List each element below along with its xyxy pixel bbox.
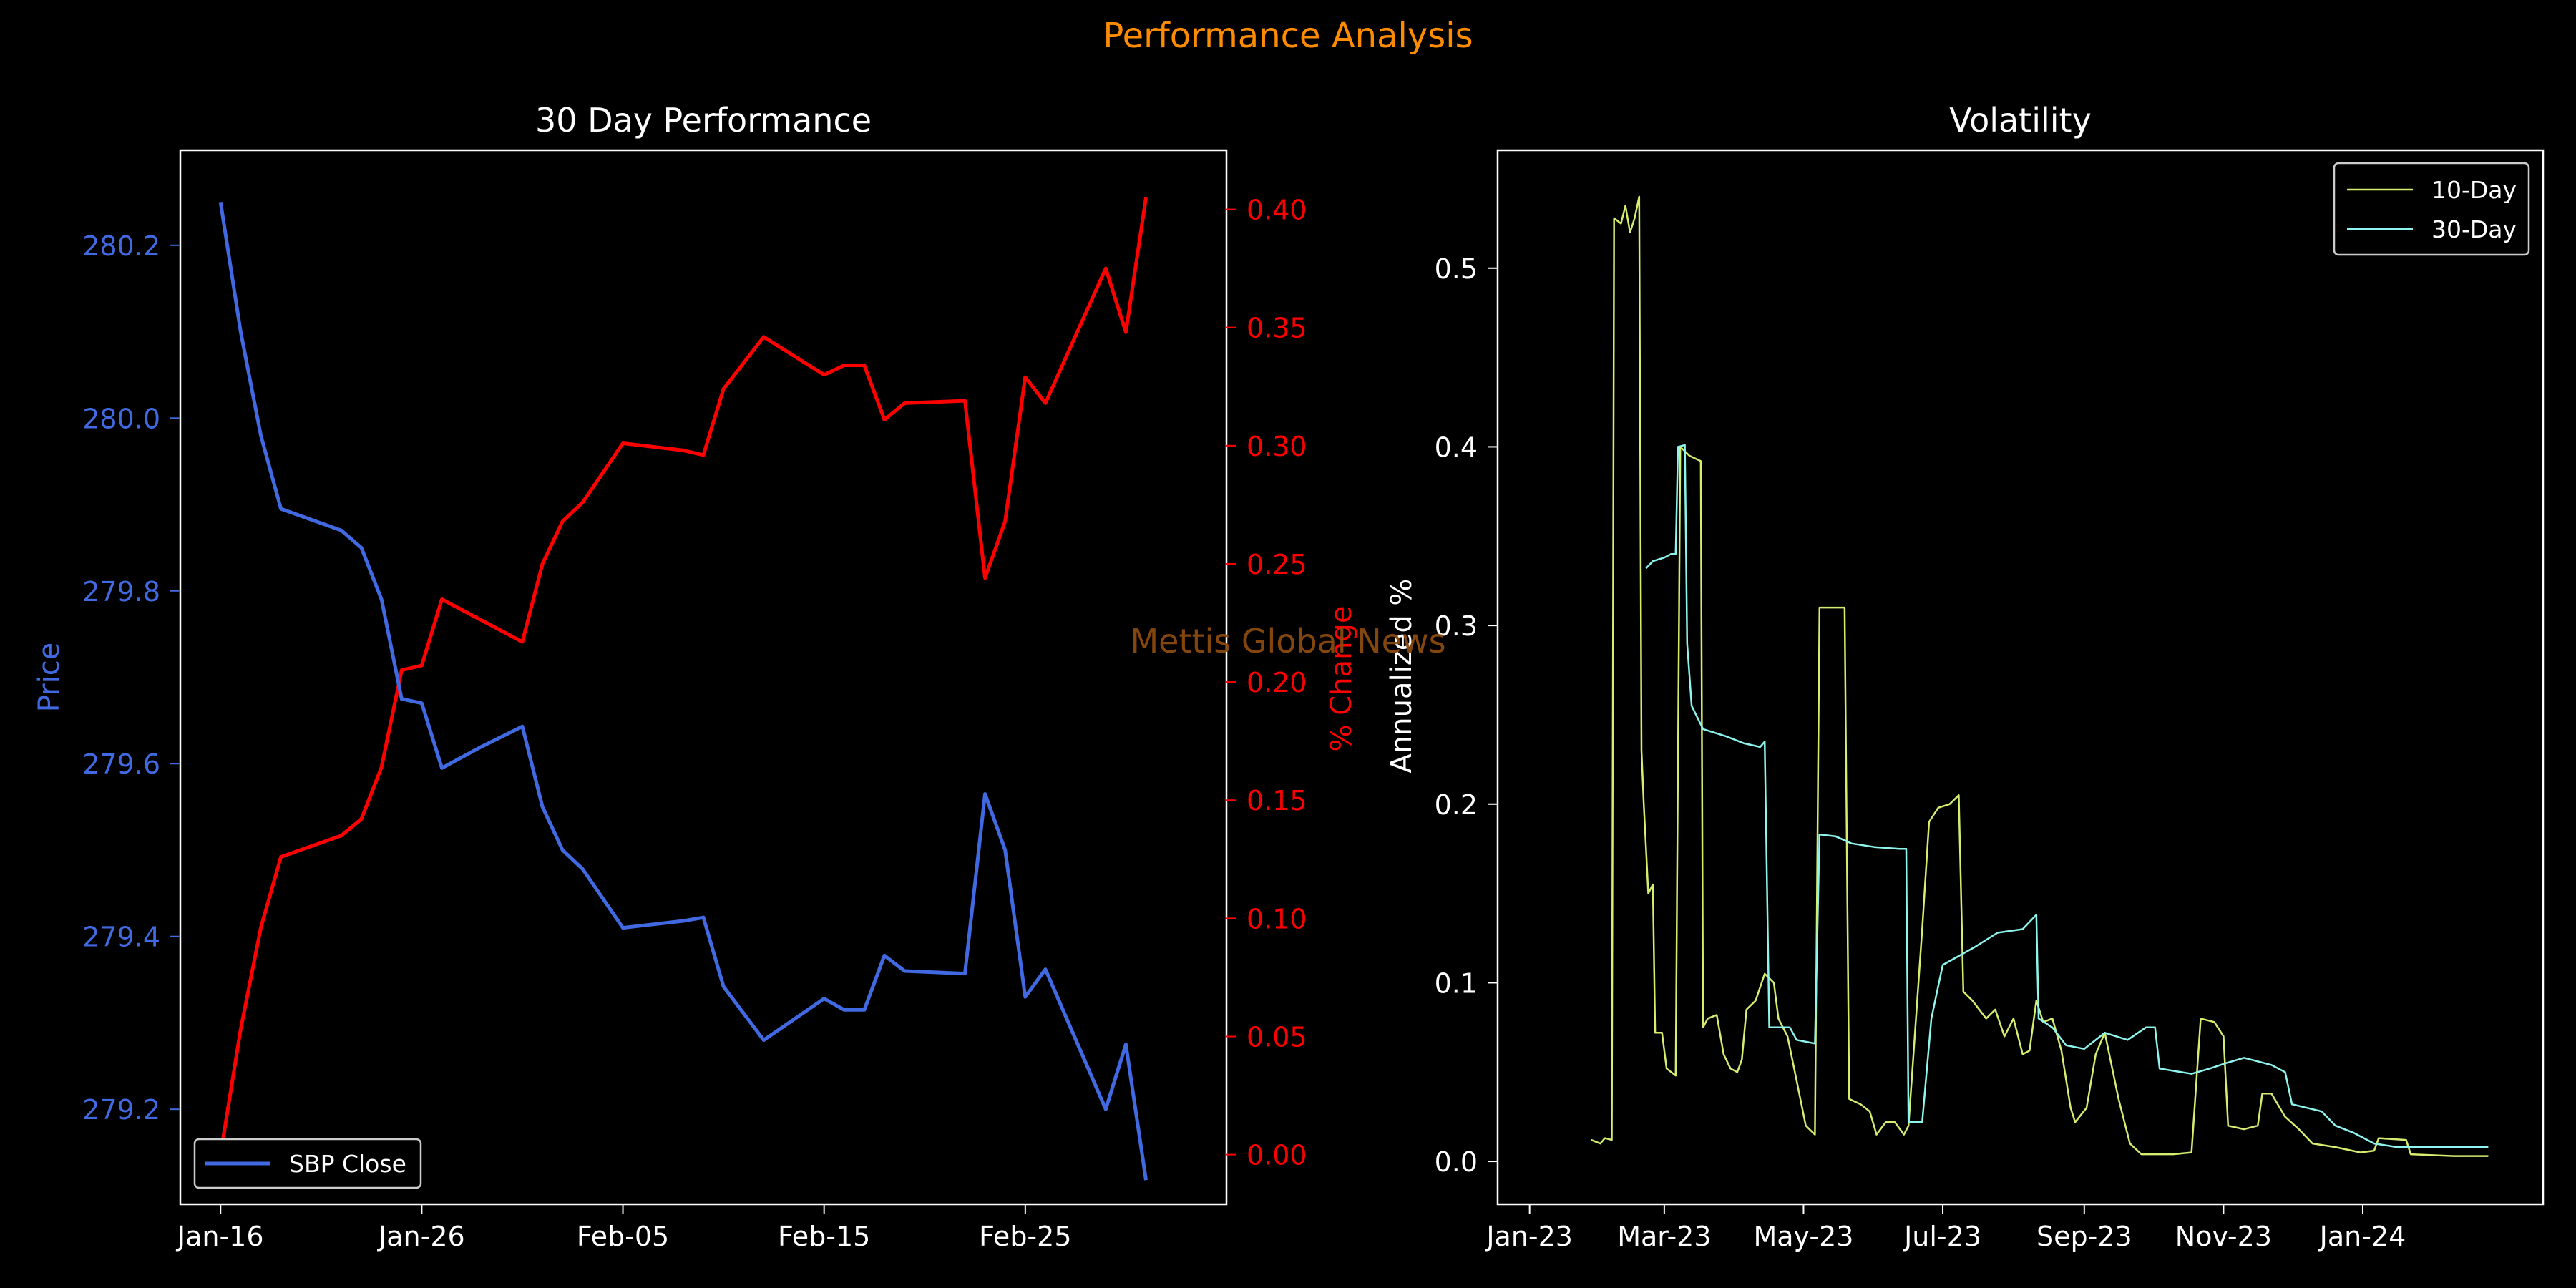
pct-change-line	[218, 197, 1148, 1155]
volatility-y-tick-label: 0.2	[1435, 789, 1478, 821]
performance-x-tick-label: Jan-16	[176, 1221, 264, 1252]
volatility-legend-label-30: 30-Day	[2431, 215, 2517, 243]
price-y-tick-label: 280.0	[82, 403, 160, 434]
price-y-tick-label: 279.6	[82, 748, 160, 780]
pct-change-y-tick-label: 0.05	[1246, 1022, 1307, 1053]
watermark-text: Mettis Global News	[1130, 622, 1445, 660]
performance-x-tick-label: Feb-25	[979, 1221, 1071, 1252]
price-y-tick-label: 279.2	[82, 1094, 160, 1126]
volatility-legend-box	[2333, 162, 2530, 256]
pct-change-y-tick-label: 0.20	[1246, 667, 1307, 698]
price-y-tick-label: 279.8	[82, 576, 160, 608]
volatility-x-tick-label: Mar-23	[1617, 1221, 1711, 1252]
pct-change-y-tick-label: 0.00	[1246, 1140, 1307, 1171]
price-axis-label: Price	[33, 643, 66, 713]
volatility-x-tick-label: Nov-23	[2175, 1221, 2272, 1252]
performance-axes-frame	[179, 149, 1228, 1206]
pct-change-y-tick-label: 0.10	[1246, 903, 1307, 935]
pct-change-y-tick-label: 0.30	[1246, 431, 1307, 462]
figure-title: Performance Analysis	[1103, 16, 1473, 56]
volatility-x-tick-label: May-23	[1753, 1221, 1853, 1252]
performance-x-tick-label: Jan-26	[377, 1221, 465, 1252]
pct-change-y-tick-label: 0.15	[1246, 785, 1307, 816]
volatility-axes-frame	[1496, 149, 2545, 1206]
volatility-y-tick-label: 0.0	[1435, 1146, 1478, 1178]
volatility-y-tick-label: 0.5	[1435, 253, 1478, 285]
volatility-title: Volatility	[1949, 101, 2092, 140]
pct-change-axis-label: % Change	[1325, 606, 1358, 752]
performance-legend-box	[193, 1138, 422, 1189]
sbp-close-line	[218, 202, 1148, 1181]
vol-10-day-line	[1591, 195, 2489, 1157]
pct-change-y-tick-label: 0.25	[1246, 549, 1307, 580]
volatility-x-tick-label: Jan-24	[2318, 1221, 2406, 1252]
volatility-y-tick-label: 0.3	[1435, 610, 1478, 642]
volatility-x-tick-label: Jul-23	[1903, 1221, 1981, 1252]
volatility-axis-label: Annualized %	[1385, 579, 1418, 774]
pct-change-y-tick-label: 0.35	[1246, 313, 1307, 344]
performance-title: 30 Day Performance	[535, 101, 872, 140]
volatility-x-tick-label: Jan-23	[1485, 1221, 1573, 1252]
price-y-tick-label: 280.2	[82, 230, 160, 262]
performance-x-tick-label: Feb-05	[577, 1221, 669, 1252]
volatility-legend-label-10: 10-Day	[2431, 176, 2517, 204]
volatility-x-tick-label: Sep-23	[2036, 1221, 2132, 1252]
price-y-tick-label: 279.4	[82, 922, 160, 953]
volatility-y-tick-label: 0.4	[1435, 431, 1478, 463]
vol-30-day-line	[1645, 444, 2489, 1148]
pct-change-y-tick-label: 0.40	[1246, 195, 1307, 226]
performance-x-tick-label: Feb-15	[778, 1221, 870, 1252]
performance-legend-label: SBP Close	[289, 1150, 406, 1178]
volatility-y-tick-label: 0.1	[1435, 967, 1478, 999]
